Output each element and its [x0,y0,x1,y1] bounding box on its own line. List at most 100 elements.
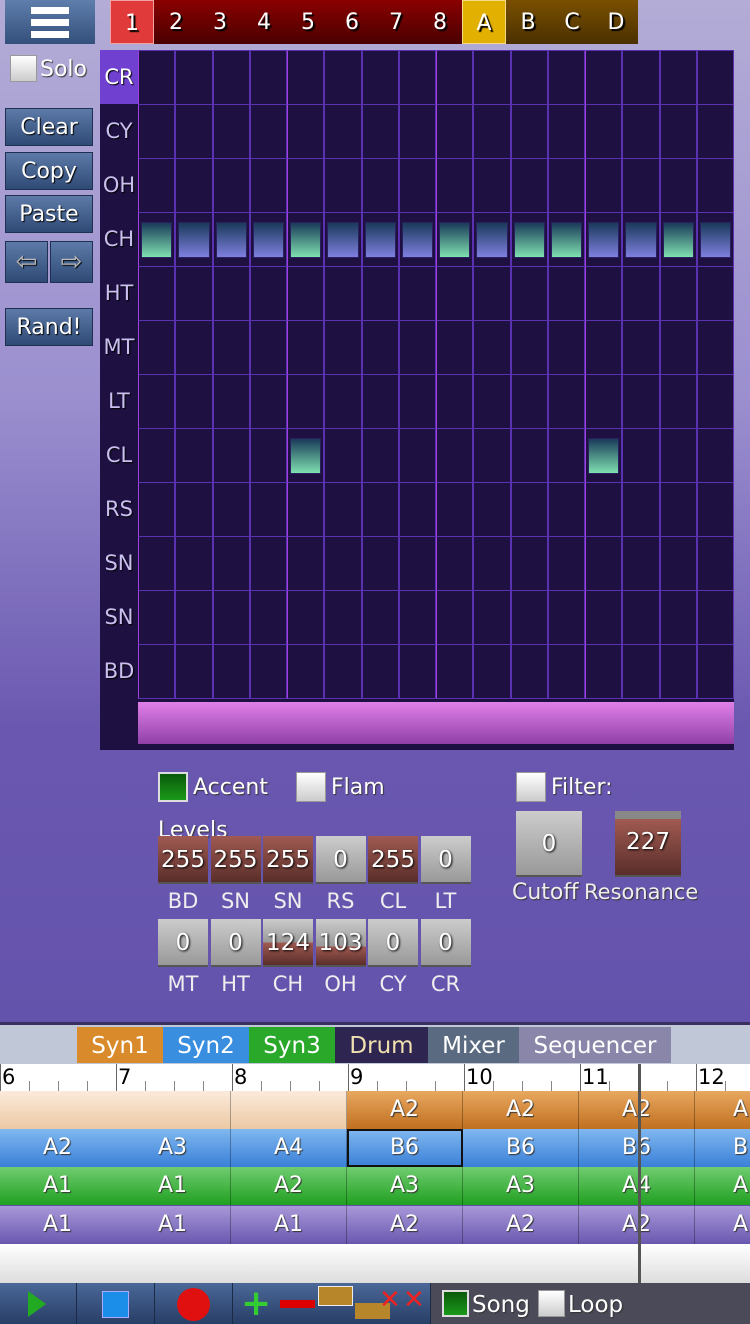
grid-cell[interactable] [361,50,399,105]
grid-cell[interactable] [436,158,474,213]
grid-cell[interactable] [585,590,623,645]
remove-pattern-icon[interactable] [280,1300,315,1308]
grid-cell[interactable] [175,320,213,375]
step-on[interactable] [699,222,731,258]
row-label-cr[interactable]: CR [100,50,138,104]
grid-cell[interactable] [696,590,734,645]
step-on[interactable] [476,222,508,258]
add-pattern-icon[interactable]: + [241,1283,272,1324]
step-accent[interactable] [439,222,471,258]
grid-cell[interactable] [585,374,623,429]
level-knob-sn[interactable]: 255 [210,836,261,884]
grid-cell[interactable] [175,482,213,537]
grid-cell[interactable] [138,158,176,213]
step-on[interactable] [327,222,359,258]
grid-cell[interactable] [212,266,250,321]
grid-cell[interactable] [212,374,250,429]
grid-cell[interactable] [436,104,474,159]
pattern-segment[interactable]: A3 [347,1167,463,1205]
grid-cell[interactable] [212,104,250,159]
pattern-segment[interactable]: A2 [579,1091,695,1129]
step-on[interactable] [625,222,657,258]
pattern-segment[interactable]: B6 [463,1129,579,1167]
flam-checkbox[interactable] [296,772,326,802]
pattern-segment[interactable]: A2 [579,1206,695,1244]
grid-cell[interactable] [287,158,325,213]
grid-cell[interactable] [324,158,362,213]
grid-cell[interactable] [622,536,660,591]
grid-cell[interactable] [510,428,548,483]
grid-cell[interactable] [510,50,548,105]
grid-cell[interactable] [212,644,250,699]
step-accent[interactable] [290,222,322,258]
grid-cell[interactable] [622,374,660,429]
grid-cell[interactable] [324,482,362,537]
grid-cell[interactable] [547,428,585,483]
level-knob-oh[interactable]: 103 [315,919,366,967]
pattern-tab-6[interactable]: 6 [330,0,374,44]
record-button[interactable] [155,1283,233,1324]
grid-cell[interactable] [324,428,362,483]
step-on[interactable] [364,222,396,258]
grid-cell[interactable] [361,482,399,537]
grid-cell[interactable] [622,428,660,483]
filter-checkbox[interactable] [516,772,546,802]
grid-cell[interactable] [510,536,548,591]
pattern-tab-4[interactable]: 4 [242,0,286,44]
grid-scroll-bar[interactable] [138,702,734,744]
grid-cell[interactable] [138,536,176,591]
grid-cell[interactable] [287,320,325,375]
row-label-ht[interactable]: HT [104,281,134,305]
grid-cell[interactable] [622,50,660,105]
grid-cell[interactable] [659,266,697,321]
level-knob-lt[interactable]: 0 [420,836,471,884]
grid-cell[interactable] [175,644,213,699]
grid-cell[interactable] [361,428,399,483]
grid-cell[interactable] [324,536,362,591]
grid-cell[interactable] [361,266,399,321]
pattern-segment[interactable]: A1 [115,1167,231,1205]
grid-cell[interactable] [175,50,213,105]
grid-cell[interactable] [696,428,734,483]
grid-cell[interactable] [696,644,734,699]
grid-cell[interactable] [436,266,474,321]
pattern-segment[interactable]: A1 [115,1206,231,1244]
pattern-tab-D[interactable]: D [594,0,638,44]
grid-cell[interactable] [622,590,660,645]
arrow-right-button[interactable]: ⇨ [50,241,93,283]
grid-cell[interactable] [473,428,511,483]
grid-cell[interactable] [287,482,325,537]
accent-checkbox[interactable] [158,772,188,802]
grid-cell[interactable] [659,590,697,645]
row-label-sn[interactable]: SN [104,551,134,575]
grid-cell[interactable] [659,104,697,159]
grid-cell[interactable] [175,374,213,429]
grid-cell[interactable] [510,482,548,537]
grid-cell[interactable] [361,536,399,591]
grid-cell[interactable] [696,320,734,375]
grid-cell[interactable] [510,644,548,699]
grid-cell[interactable] [436,644,474,699]
grid-cell[interactable] [585,158,623,213]
step-accent[interactable] [513,222,545,258]
grid-cell[interactable] [138,104,176,159]
pattern-segment[interactable]: A1 [0,1167,116,1205]
grid-cell[interactable] [361,590,399,645]
grid-cell[interactable] [547,536,585,591]
grid-cell[interactable] [175,536,213,591]
level-knob-cy[interactable]: 0 [368,919,418,967]
loop-checkbox[interactable] [538,1290,565,1317]
grid-cell[interactable] [361,104,399,159]
grid-cell[interactable] [249,374,287,429]
grid-cell[interactable] [398,266,436,321]
grid-cell[interactable] [510,266,548,321]
pattern-tab-2[interactable]: 2 [154,0,198,44]
grid-cell[interactable] [473,590,511,645]
grid-cell[interactable] [436,482,474,537]
grid-cell[interactable] [622,320,660,375]
grid-cell[interactable] [398,374,436,429]
pattern-segment[interactable]: A2 [463,1206,579,1244]
row-label-lt[interactable]: LT [108,389,130,413]
grid-cell[interactable] [436,374,474,429]
grid-cell[interactable] [361,644,399,699]
